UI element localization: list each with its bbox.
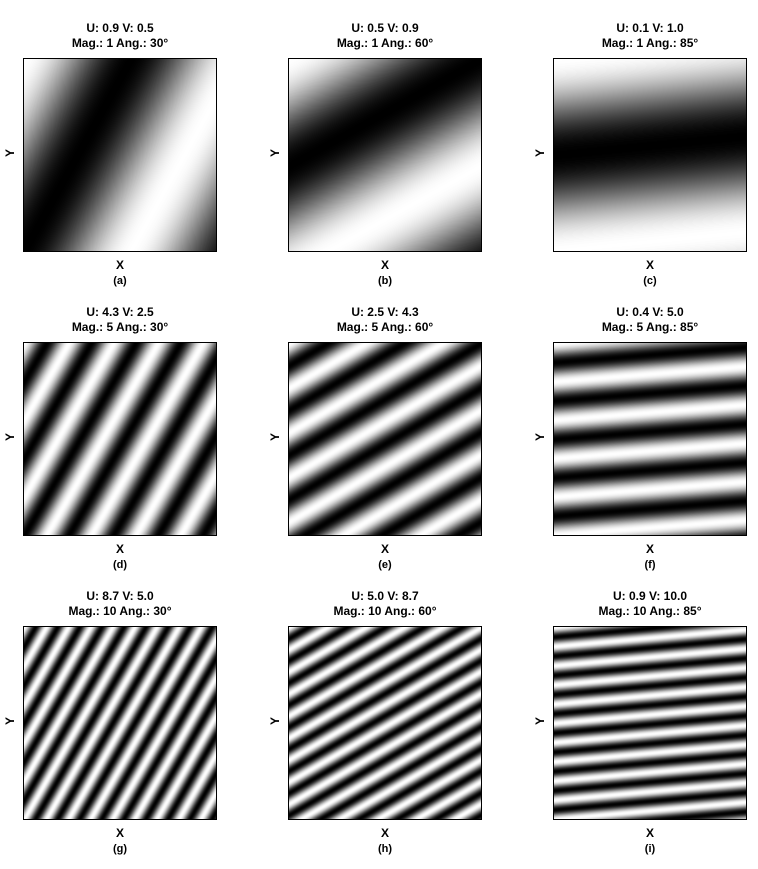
panel-uv-label: U: 0.5 V: 0.9 [351,21,419,35]
panel-caption: (e) [378,559,392,571]
panel-caption: (a) [113,275,127,287]
panel-caption: (b) [377,275,393,287]
sinusoid-image [554,627,746,819]
panel-caption: (h) [377,843,393,855]
panel-uv-label: U: 5.0 V: 8.7 [351,589,419,603]
y-axis-label: Y [533,149,547,158]
panel-c: U: 0.1 V: 1.0 Mag.: 1 Ang.: 85° Y X (c) [533,21,758,301]
panel-mag-angle-label: Mag.: 1 Ang.: 30° [71,36,169,50]
y-axis-label: Y [268,149,282,158]
y-axis-label: Y [533,433,547,442]
panel-uv-label: U: 0.4 V: 5.0 [616,305,684,319]
x-axis-label: X [645,258,654,272]
panel-caption: (d) [112,559,128,571]
panel-e: U: 2.5 V: 4.3 Mag.: 5 Ang.: 60° Y X (e) [268,305,538,585]
y-axis-label: Y [268,433,282,442]
sinusoid-image [289,627,481,819]
x-axis-label: X [115,542,124,556]
y-axis-label: Y [3,717,17,726]
sinusoid-plot [553,58,747,252]
panel-caption: (f) [644,559,656,571]
panel-mag-angle-label: Mag.: 5 Ang.: 30° [71,320,169,334]
sinusoid-image [554,59,746,251]
panel-caption: (c) [643,275,657,287]
sinusoid-image [289,59,481,251]
panel-mag-angle-label: Mag.: 10 Ang.: 85° [598,604,702,618]
sinusoid-image [24,59,216,251]
panel-h: U: 5.0 V: 8.7 Mag.: 10 Ang.: 60° Y X (h) [268,589,538,869]
y-axis-label: Y [3,149,17,158]
sinusoid-plot [288,626,482,820]
x-axis-label: X [380,826,389,840]
panel-mag-angle-label: Mag.: 10 Ang.: 30° [68,604,172,618]
panel-uv-label: U: 0.9 V: 0.5 [86,21,154,35]
panel-uv-label: U: 8.7 V: 5.0 [86,589,154,603]
panel-i: U: 0.9 V: 10.0 Mag.: 10 Ang.: 85° Y X (i… [533,589,758,869]
sinusoid-plot [288,342,482,536]
panel-mag-angle-label: Mag.: 1 Ang.: 60° [336,36,434,50]
panel-caption: (g) [112,843,128,855]
sinusoid-plot [553,626,747,820]
panel-uv-label: U: 4.3 V: 2.5 [86,305,154,319]
sinusoid-plot [23,626,217,820]
panel-f: U: 0.4 V: 5.0 Mag.: 5 Ang.: 85° Y X (f) [533,305,758,585]
x-axis-label: X [380,542,389,556]
panel-uv-label: U: 0.1 V: 1.0 [616,21,684,35]
y-axis-label: Y [533,717,547,726]
panel-d: U: 4.3 V: 2.5 Mag.: 5 Ang.: 30° Y X (d) [3,305,273,585]
panel-mag-angle-label: Mag.: 5 Ang.: 60° [336,320,434,334]
panel-b: U: 0.5 V: 0.9 Mag.: 1 Ang.: 60° Y X (b) [268,21,538,301]
sinusoid-plot [23,58,217,252]
panel-mag-angle-label: Mag.: 5 Ang.: 85° [601,320,699,334]
y-axis-label: Y [268,717,282,726]
panel-g: U: 8.7 V: 5.0 Mag.: 10 Ang.: 30° Y X (g) [3,589,273,869]
panel-uv-label: U: 0.9 V: 10.0 [612,589,688,603]
sinusoid-plot [23,342,217,536]
panel-mag-angle-label: Mag.: 10 Ang.: 60° [333,604,437,618]
panel-mag-angle-label: Mag.: 1 Ang.: 85° [601,36,699,50]
sinusoid-image [24,343,216,535]
x-axis-label: X [380,258,389,272]
y-axis-label: Y [3,433,17,442]
x-axis-label: X [115,826,124,840]
sinusoid-plot [553,342,747,536]
sinusoid-image [24,627,216,819]
x-axis-label: X [645,542,654,556]
sinusoid-image [289,343,481,535]
x-axis-label: X [115,258,124,272]
sinusoid-image [554,343,746,535]
sinusoid-plot [288,58,482,252]
panel-uv-label: U: 2.5 V: 4.3 [351,305,419,319]
panel-a: U: 0.9 V: 0.5 Mag.: 1 Ang.: 30° Y X (a) [3,21,273,301]
panel-caption: (i) [644,843,656,855]
x-axis-label: X [645,826,654,840]
